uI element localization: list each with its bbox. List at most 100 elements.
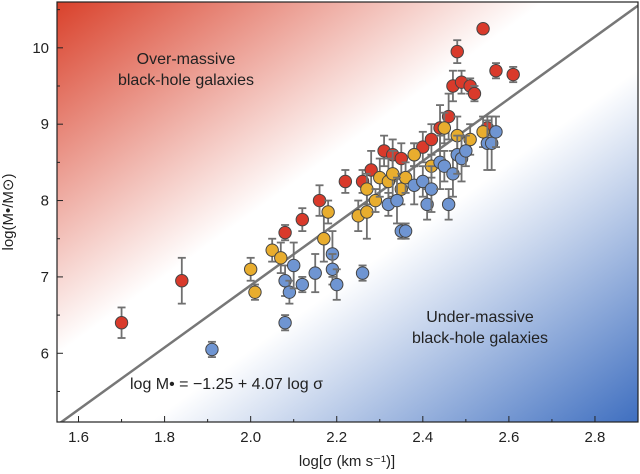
fit-equation-label: log M• = −1.25 + 4.07 log σ <box>130 376 323 393</box>
marker <box>416 140 430 154</box>
data-point <box>437 150 452 183</box>
data-point <box>312 184 327 217</box>
marker <box>274 251 288 265</box>
data-point <box>489 62 503 80</box>
marker <box>437 121 452 135</box>
y-axis-title: log(M•/M⊙) <box>0 174 17 251</box>
marker <box>243 262 258 276</box>
x-tick-label: 2.0 <box>240 429 261 446</box>
data-point <box>248 283 262 301</box>
annotation-over-massive-line2: black-hole galaxies <box>118 72 254 89</box>
marker <box>317 232 331 246</box>
data-point <box>175 256 189 305</box>
annotation-under-massive-line1: Under-massive <box>426 309 534 326</box>
data-point <box>407 165 421 206</box>
marker <box>476 125 490 139</box>
data-point <box>506 66 520 84</box>
data-point <box>476 22 490 36</box>
data-point <box>398 161 413 194</box>
marker <box>114 316 129 330</box>
data-point <box>416 130 430 164</box>
axes-layer: 1.6 1.8 2.0 2.2 2.4 2.6 2.8 6 7 8 9 10 <box>32 9 606 446</box>
x-tick-label: 1.8 <box>154 429 175 446</box>
marker <box>416 174 430 189</box>
data-point <box>243 256 258 282</box>
marker <box>441 197 456 212</box>
data-point <box>467 85 482 103</box>
data-point <box>489 115 503 148</box>
data-point <box>360 172 374 206</box>
marker <box>360 182 374 196</box>
data-point <box>338 169 353 194</box>
data-point <box>437 111 452 145</box>
data-point <box>278 314 292 332</box>
y-tick-label: 9 <box>41 116 49 133</box>
marker <box>278 225 292 240</box>
marker <box>476 22 490 36</box>
x-tick-label: 1.6 <box>68 429 89 446</box>
marker <box>407 148 421 162</box>
x-tick-label: 2.6 <box>498 429 519 446</box>
marker <box>295 212 310 227</box>
marker <box>355 266 370 280</box>
data-point <box>295 207 310 232</box>
marker <box>390 193 404 208</box>
marker <box>287 258 301 273</box>
marker <box>330 277 344 292</box>
data-point <box>463 123 477 156</box>
marker <box>312 193 327 208</box>
fit-line <box>59 4 638 422</box>
x-tick-label: 2.2 <box>326 429 347 446</box>
plot-background <box>57 2 638 422</box>
y-tick-label: 6 <box>41 345 49 362</box>
data-point <box>308 253 322 294</box>
data-point <box>317 214 331 263</box>
data-point <box>398 222 413 240</box>
marker <box>489 64 503 78</box>
marker <box>489 125 503 139</box>
data-point <box>364 150 378 190</box>
data-point <box>416 165 430 198</box>
marker <box>295 277 310 292</box>
data-point <box>278 224 292 242</box>
x-tick-label: 2.8 <box>585 429 606 446</box>
data-point <box>265 237 279 263</box>
x-tick-label: 2.4 <box>412 429 433 446</box>
marker <box>278 316 292 330</box>
data-point <box>441 188 456 221</box>
points-layer <box>114 22 520 358</box>
data-point <box>450 39 464 64</box>
marker <box>420 197 434 212</box>
marker <box>437 159 452 173</box>
data-point <box>114 306 129 339</box>
annotation-over-massive-line1: Over-massive <box>137 51 236 68</box>
marker <box>450 44 464 59</box>
data-point <box>321 199 335 225</box>
marker <box>424 132 439 147</box>
data-point <box>274 241 288 274</box>
y-tick-label: 7 <box>41 269 49 286</box>
data-point <box>424 165 439 213</box>
data-point <box>459 134 473 168</box>
marker <box>360 205 374 219</box>
y-tick-label: 8 <box>41 193 49 210</box>
data-point <box>355 264 370 282</box>
marker <box>467 86 482 101</box>
marker <box>338 174 353 189</box>
marker <box>265 243 279 257</box>
marker <box>205 342 219 357</box>
data-point <box>368 188 383 213</box>
data-point <box>205 340 219 358</box>
annotation-under-massive-line2: black-hole galaxies <box>412 330 548 347</box>
x-axis-title: log[σ (km s⁻¹)] <box>299 453 395 470</box>
marker <box>175 274 189 288</box>
plot-frame <box>56 1 639 423</box>
data-point <box>287 241 301 290</box>
marker <box>248 285 262 299</box>
marker <box>506 67 520 82</box>
marker <box>459 144 473 158</box>
data-point <box>295 276 310 294</box>
marker <box>424 182 439 196</box>
data-point <box>330 268 344 301</box>
marker <box>321 205 335 219</box>
